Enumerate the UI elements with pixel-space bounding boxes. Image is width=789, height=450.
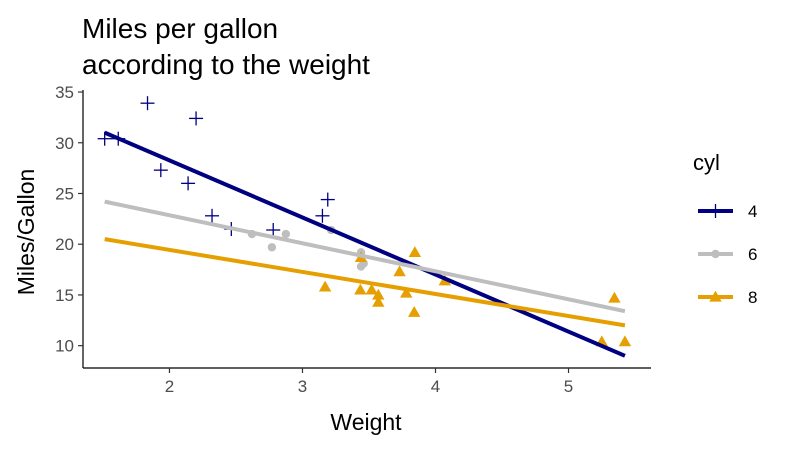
data-point-cyl-8: [408, 305, 421, 317]
x-tick-label: 5: [564, 377, 573, 396]
data-point-cyl-8: [618, 335, 632, 347]
legend-label: 6: [748, 245, 757, 264]
data-point-cyl-4: [315, 208, 330, 223]
chart-title: Miles per gallon according to the weight: [82, 13, 370, 80]
x-axis-ticks: 2 3 4 5: [165, 368, 573, 396]
chart-title-line-1: Miles per gallon: [82, 13, 278, 44]
data-point-cyl-8: [372, 295, 385, 307]
data-point-cyl-4: [189, 111, 204, 126]
legend-item-cyl-6: 6: [698, 245, 757, 264]
x-axis-title: Weight: [330, 409, 402, 435]
legend-label: 4: [748, 202, 757, 221]
legend-marker-key: [708, 204, 723, 218]
y-tick-label: 20: [55, 235, 74, 254]
data-point-cyl-4: [140, 96, 155, 111]
data-point-cyl-8: [372, 288, 385, 300]
y-tick-label: 15: [55, 286, 74, 305]
data-point-cyl-4: [320, 192, 335, 207]
y-axis-ticks: 10 15 20 25 30 35: [55, 83, 83, 356]
data-point-cyl-8: [393, 265, 406, 277]
legend-label: 8: [748, 288, 757, 307]
fit-line-cyl-6: [104, 199, 626, 314]
x-tick-label: 2: [165, 377, 174, 396]
legend: cyl 4 6 8: [693, 150, 757, 307]
legend-item-cyl-4: 4: [698, 202, 757, 221]
data-point-cyl-4: [181, 176, 196, 191]
y-tick-label: 10: [55, 337, 74, 356]
plot-area: [97, 96, 632, 358]
data-point-cyl-4: [205, 208, 220, 223]
fit-line-cyl-8: [104, 237, 626, 328]
data-point-cyl-4: [153, 163, 168, 178]
y-axis-title: Miles/Gallon: [13, 169, 39, 296]
legend-item-cyl-8: 8: [698, 288, 757, 307]
x-tick-label: 4: [431, 377, 440, 396]
y-tick-label: 25: [55, 184, 74, 203]
fit-line-cyl-4: [103, 130, 626, 358]
data-point-cyl-8: [354, 283, 367, 295]
x-tick-label: 3: [298, 377, 307, 396]
data-point-cyl-8: [608, 291, 621, 303]
data-point-cyl-8: [408, 246, 422, 257]
legend-marker-key: [711, 249, 720, 259]
data-point-cyl-6: [281, 229, 291, 239]
y-tick-label: 35: [55, 83, 74, 102]
chart-title-line-2: according to the weight: [82, 49, 370, 80]
legend-title: cyl: [693, 150, 720, 175]
data-point-cyl-8: [365, 283, 378, 295]
legend-marker-key: [709, 290, 722, 302]
y-tick-label: 30: [55, 134, 74, 153]
data-point-cyl-8: [400, 286, 413, 298]
data-point-cyl-4: [266, 223, 281, 238]
data-point-cyl-6: [267, 243, 277, 252]
data-point-cyl-8: [318, 280, 332, 292]
